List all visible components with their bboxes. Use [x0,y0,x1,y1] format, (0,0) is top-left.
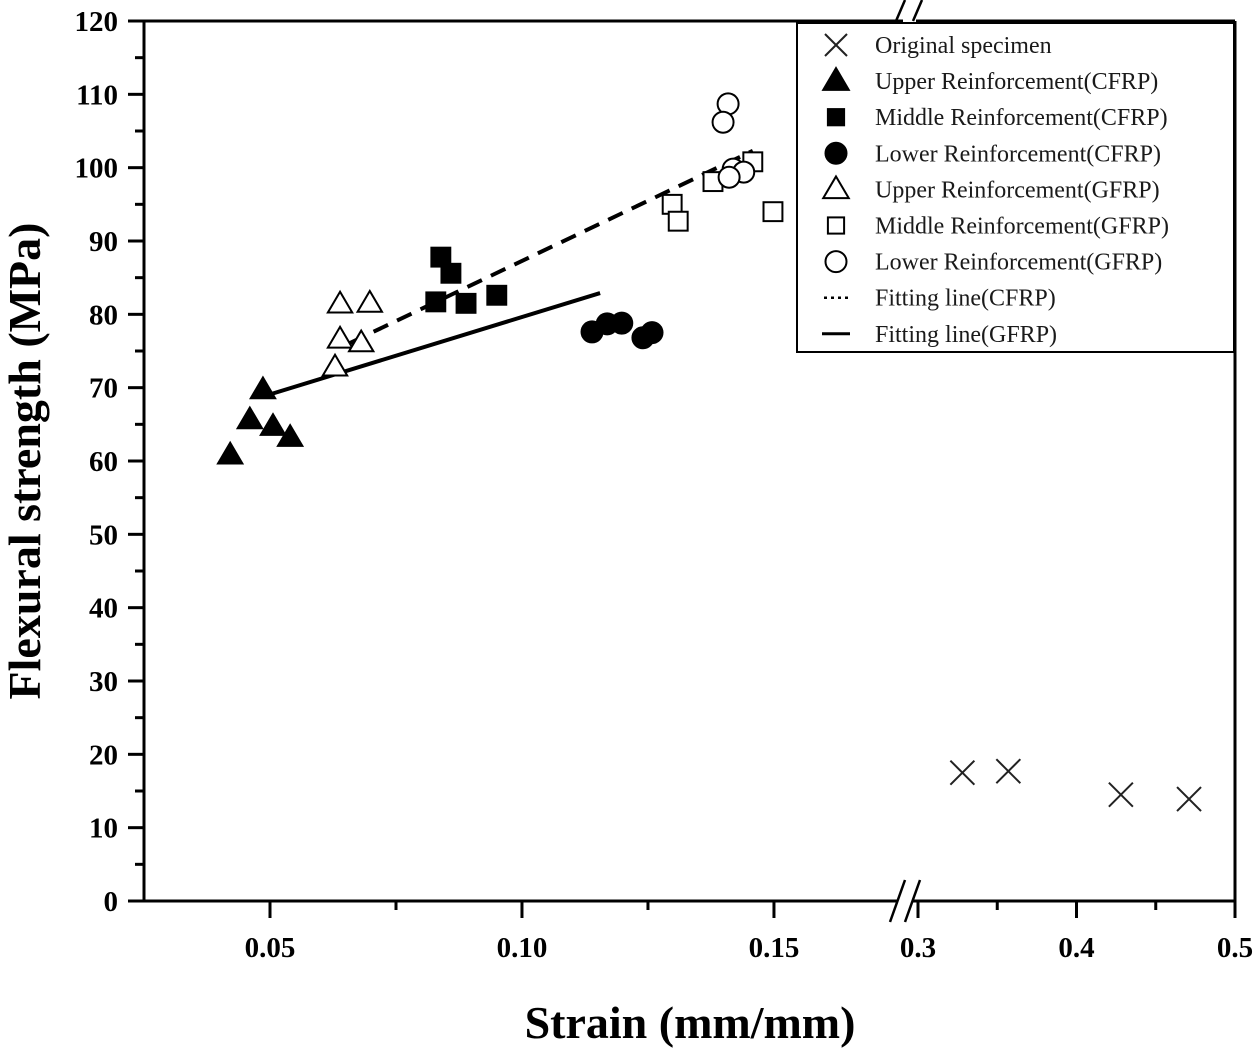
y-tick-label: 100 [75,153,119,185]
series-upper-reinforcement-cfrp [216,375,305,465]
legend-label: Lower Reinforcement(GFRP) [875,250,1162,276]
x-stroke [824,33,848,57]
legend-symbol-x [824,33,848,57]
legend-symbol-triangle [821,174,851,200]
x-axis-title: Strain (mm/mm) [525,997,856,1048]
x-tick-label: 0.05 [245,932,296,964]
data-point [667,210,689,232]
data-point [326,289,354,314]
legend: Original specimen Upper Reinforcement(CFR… [796,22,1235,353]
x-stroke [995,758,1022,784]
legend-label: Upper Reinforcement(GFRP) [875,177,1160,203]
axis-break-mark [911,0,924,22]
series-middle-reinforcement-gfrp [661,151,784,232]
data-point [321,352,349,377]
series-middle-reinforcement-cfrp [425,246,508,314]
y-tick-label: 30 [89,666,118,698]
data-point [949,759,976,786]
series-original-specimen [949,758,1202,812]
data-point [1176,786,1202,812]
legend-symbol-square [826,216,846,235]
x-stroke [1108,781,1134,808]
x-tick-label: 0.4 [1058,932,1094,964]
data-point [711,110,735,134]
axis-break-mark [888,879,907,923]
y-tick-label: 60 [89,446,118,478]
data-point [762,201,784,223]
x-stroke [1176,786,1202,812]
legend-label: Upper Reinforcement(CFRP) [875,69,1158,95]
y-tick-label: 70 [89,373,118,405]
y-tick-label: 40 [89,593,118,625]
data-point [995,758,1022,784]
data-point [216,440,245,465]
legend-symbol-circle [824,250,848,274]
data-point [347,328,376,353]
data-point [326,324,354,349]
legend-label: Original specimen [875,33,1052,59]
fitting-line-cfrp [349,148,754,345]
axis-break-mark [894,0,907,22]
data-point [235,405,264,430]
data-point [717,165,741,189]
legend-box [796,22,1235,353]
legend-symbol-square [826,108,846,127]
y-axis-title: Flexural strength (MPa) [0,223,50,700]
series-lower-reinforcement-gfrp [711,92,756,189]
legend-symbol-triangle [821,66,851,91]
x-tick-label: 0.3 [900,932,936,964]
legend-label: Fitting line(CFRP) [875,286,1056,312]
fit-lines [267,148,754,397]
y-tick-label: 20 [89,739,118,771]
y-tick-label: 50 [89,519,118,551]
y-tick-label: 80 [89,299,118,331]
axis-break-mark [903,879,922,923]
legend-symbol-circle [824,141,848,165]
legend-label: Lower Reinforcement(CFRP) [875,141,1161,167]
y-tick-label: 10 [89,813,118,845]
axes: 0 10 20 30 40 50 60 70 80 90 100 110 120 0.05 0.10 0.15… [75,0,1253,964]
y-tick-label: 0 [104,886,119,918]
data-point [249,375,277,400]
data-point [276,423,305,447]
y-tick-label: 120 [75,6,119,38]
x-tick-label: 0.5 [1217,932,1253,964]
data-point [1108,781,1134,808]
series-upper-reinforcement-gfrp [321,288,384,377]
data-point [455,292,477,314]
data-point [486,284,508,306]
series-lower-reinforcement-cfrp [580,311,664,350]
x-tick-label: 0.10 [497,932,548,964]
data-point [355,288,384,313]
legend-label: Fitting line(GFRP) [875,322,1057,348]
data-point [259,412,287,436]
y-tick-label: 90 [89,226,118,258]
legend-label: Middle Reinforcement(GFRP) [875,214,1169,240]
data-point [425,291,447,313]
x-stroke [949,759,976,786]
data-points [216,92,1202,812]
data-point [610,311,634,335]
data-point [440,262,462,284]
fitting-line-gfrp [267,291,601,397]
legend-label: Middle Reinforcement(CFRP) [875,105,1168,131]
y-tick-label: 110 [76,79,118,111]
x-tick-label: 0.15 [749,932,800,964]
data-point [640,321,664,345]
